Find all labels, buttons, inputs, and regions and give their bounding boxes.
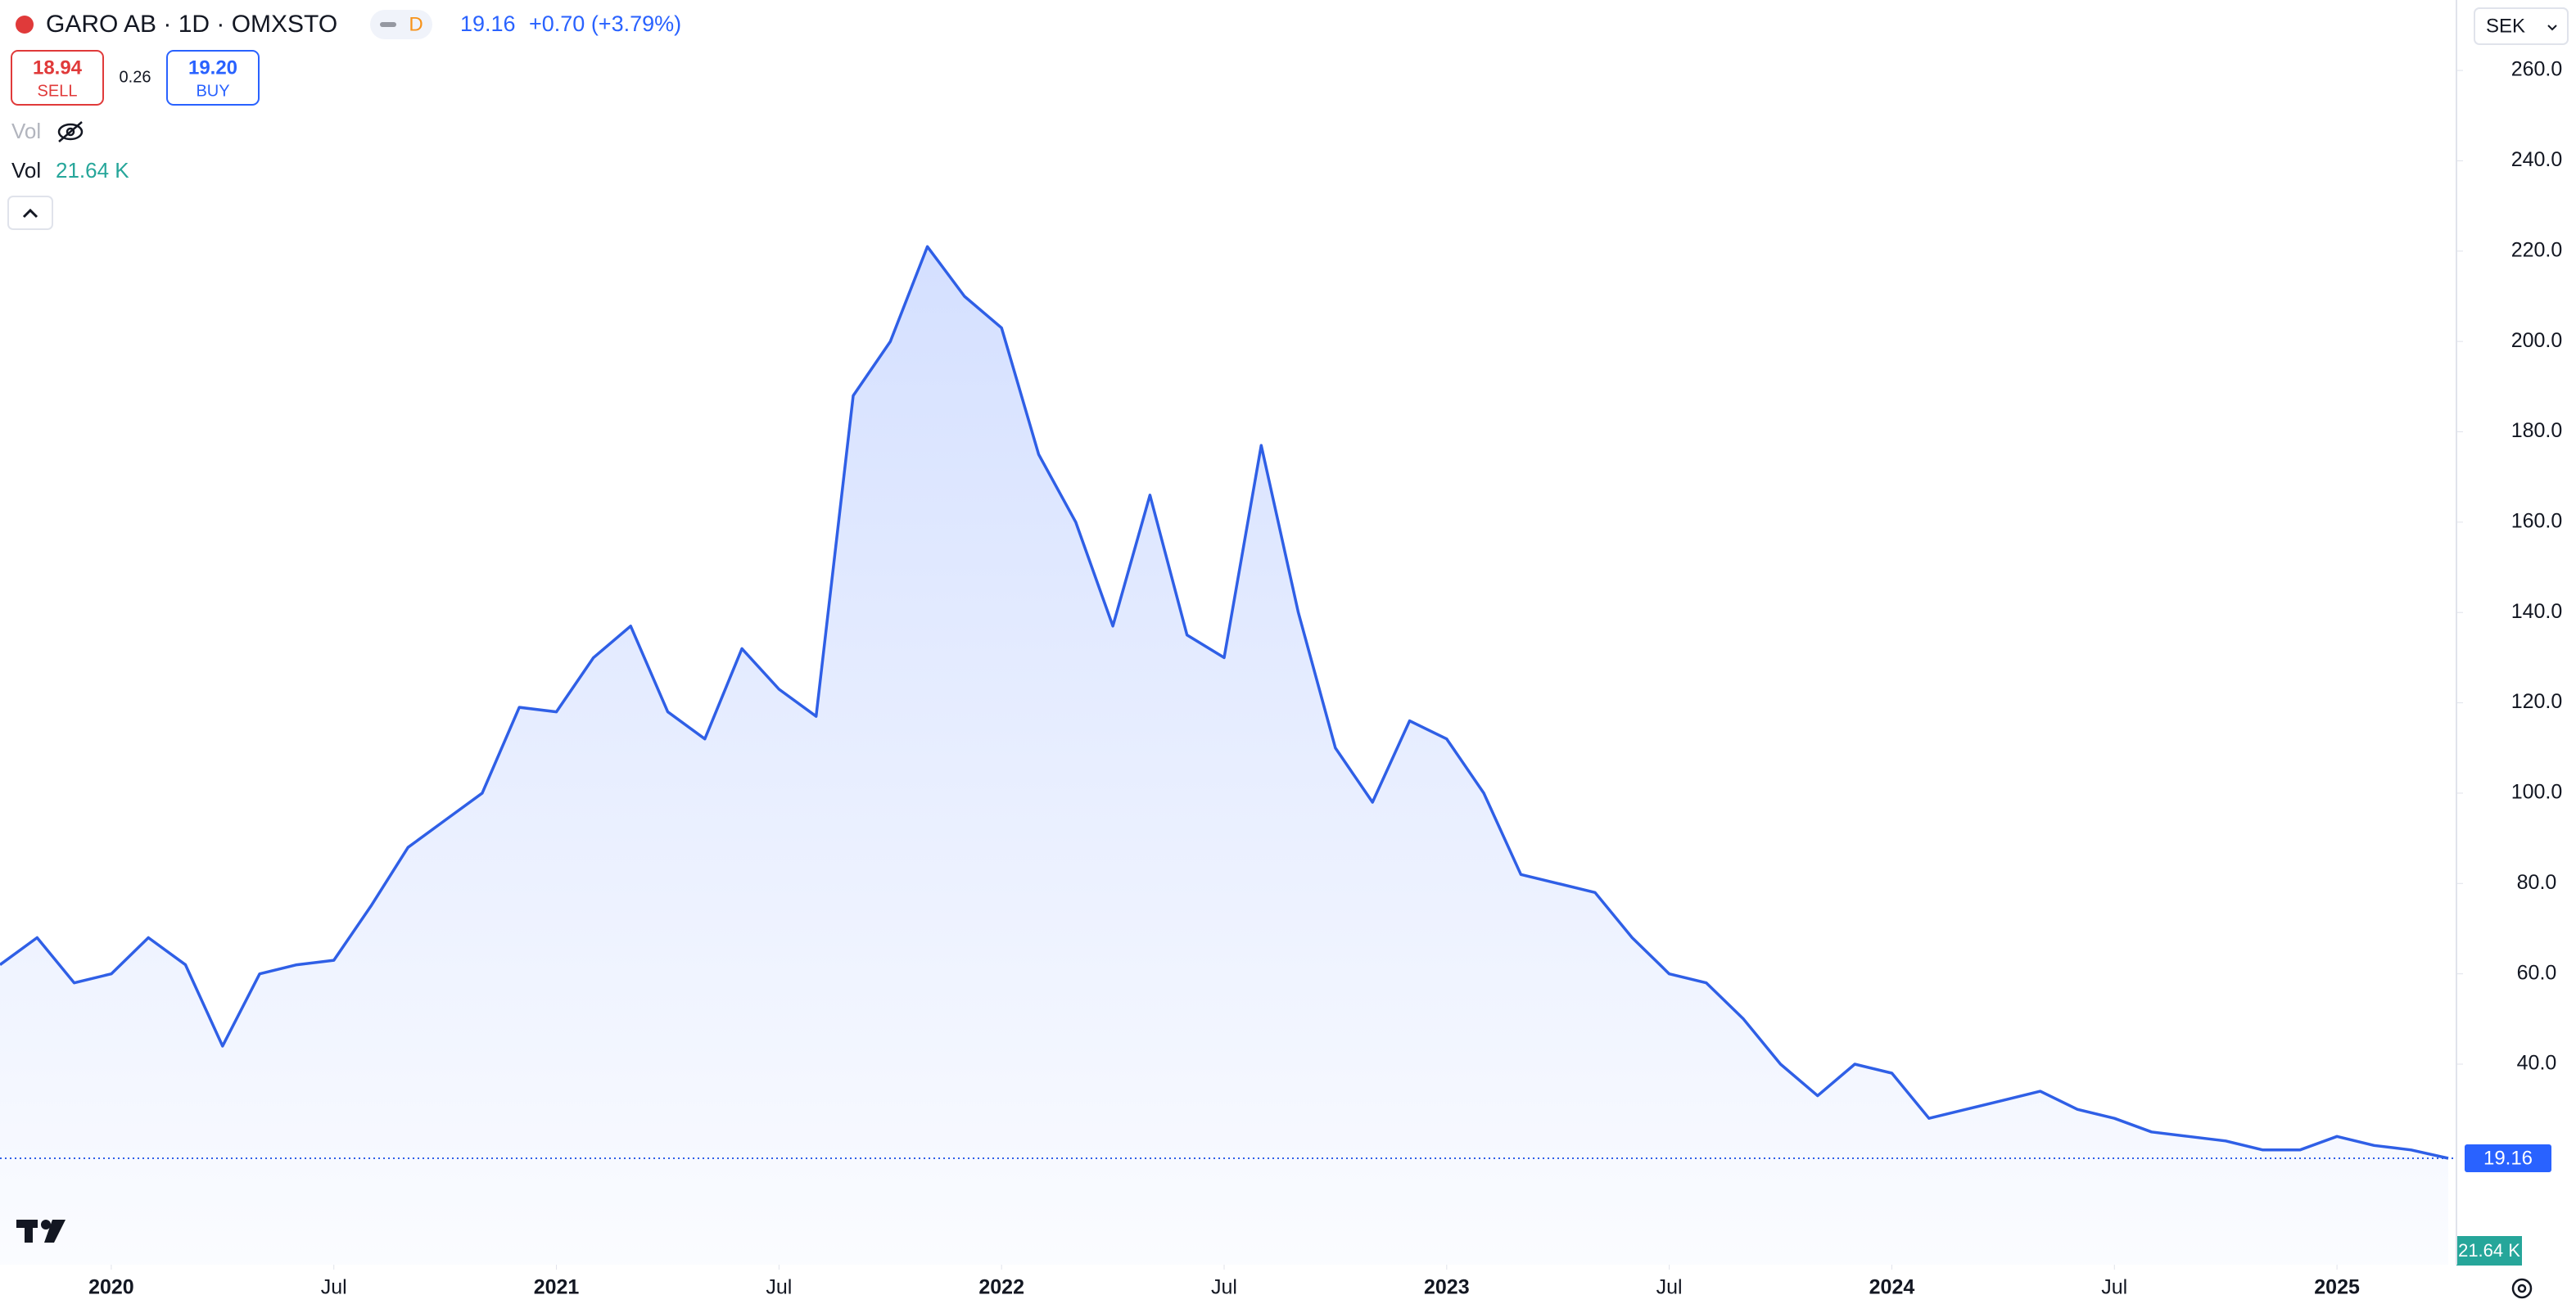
- volume-tag-label: 21.64 K: [2458, 1240, 2520, 1261]
- volume-tag: [2456, 1236, 2522, 1266]
- tv-logo: [16, 1220, 66, 1243]
- x-tick-label: 2023: [1424, 1276, 1470, 1299]
- x-tick-label: 2022: [978, 1276, 1024, 1299]
- price-line: [0, 245, 2449, 1160]
- currency: SEK: [2486, 15, 2525, 37]
- last-price: 19.16: [460, 11, 516, 36]
- buy-button[interactable]: [166, 50, 260, 106]
- y-tick-label: 220.0: [2511, 238, 2563, 261]
- price-change: +0.70 (+3.79%): [529, 11, 681, 36]
- currency-select[interactable]: [2474, 7, 2569, 45]
- symbol-title[interactable]: GARO AB · 1D · OMXSTO: [46, 11, 337, 38]
- x-tick-label: Jul: [1211, 1276, 1237, 1299]
- y-tick-label: 160.0: [2511, 509, 2563, 532]
- y-tick-label: 240.0: [2511, 148, 2563, 171]
- x-tick-label: Jul: [766, 1276, 792, 1299]
- y-tick-label: 80.0: [2517, 871, 2557, 894]
- collapse-button[interactable]: [7, 196, 53, 230]
- pill-dot: [380, 22, 396, 27]
- last-price-tag: [2465, 1144, 2551, 1172]
- plot-area: [0, 245, 2456, 1265]
- x-tick-label: Jul: [1656, 1276, 1683, 1299]
- hidden-eye-icon[interactable]: [57, 121, 84, 142]
- x-tick-label: 2021: [534, 1276, 580, 1299]
- last-price-tag-label: 19.16: [2483, 1147, 2533, 1169]
- x-tick-label: Jul: [321, 1276, 347, 1299]
- spread: 0.26: [120, 68, 151, 86]
- currency-caret: [2547, 25, 2557, 31]
- interval-pill[interactable]: [370, 10, 432, 39]
- y-tick-label: 140.0: [2511, 600, 2563, 623]
- y-tick-label: 180.0: [2511, 419, 2563, 442]
- settings-icon[interactable]: [2511, 1278, 2533, 1299]
- symbol-icon: [16, 16, 34, 34]
- y-tick-label: 120.0: [2511, 690, 2563, 713]
- y-tick-label: 40.0: [2517, 1052, 2557, 1075]
- interval-badge: D: [409, 13, 423, 35]
- buy-label: BUY: [196, 82, 229, 100]
- x-tick-label: Jul: [2101, 1276, 2127, 1299]
- sell-label: SELL: [38, 82, 78, 100]
- vol-value: 21.64 K: [56, 158, 129, 183]
- sell-price: 18.94: [33, 56, 83, 79]
- x-tick-label: 2024: [1869, 1276, 1915, 1299]
- area-fill: [0, 246, 2448, 1265]
- x-tick-label: 2020: [88, 1276, 134, 1299]
- vol-hidden-label[interactable]: Vol: [11, 119, 41, 143]
- vol-label: Vol: [11, 158, 41, 183]
- y-tick-label: 260.0: [2511, 58, 2563, 81]
- sell-button[interactable]: [11, 50, 104, 106]
- y-tick-label: 60.0: [2517, 961, 2557, 984]
- buy-price: 19.20: [188, 56, 237, 79]
- y-tick-label: 200.0: [2511, 329, 2563, 352]
- collapse-icon: [22, 208, 38, 219]
- x-tick-label: 2025: [2314, 1276, 2360, 1299]
- y-tick-label: 100.0: [2511, 781, 2563, 804]
